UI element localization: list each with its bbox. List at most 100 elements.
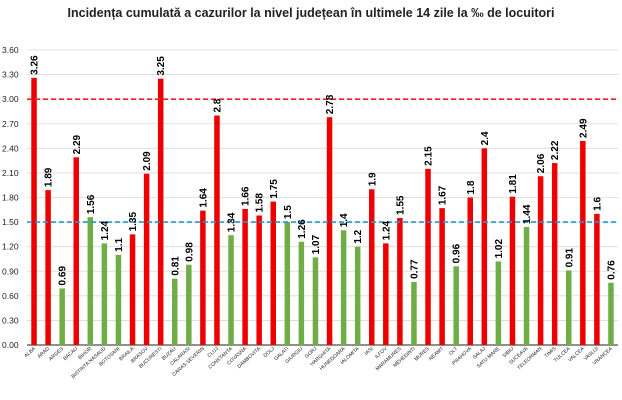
value-label: 1.56 [86,194,97,214]
bar-dambovita [256,215,262,345]
bar-arges [59,288,65,345]
value-label: 1.66 [241,186,252,206]
value-label: 2.29 [72,134,83,154]
bar-arad [45,190,51,345]
y-tick-label: 3.30 [2,70,19,80]
value-label: 1.24 [100,220,111,240]
value-label: 2.15 [424,146,435,166]
bar-calarasi [186,264,192,345]
value-label: 2.49 [578,118,589,138]
bar-timis [551,163,558,345]
bar-ialomita [354,246,361,345]
bar-bistrita-nasaud [101,243,108,345]
gridlines [27,49,618,346]
bar-teleorman [537,176,544,345]
value-label: 2.78 [325,94,336,114]
y-tick-label: 0.00 [2,340,19,350]
value-label: 1.1 [114,238,125,252]
value-label: 1.07 [311,234,322,254]
value-label: 1.75 [269,179,280,199]
y-tick-label: 1.80 [2,193,19,203]
x-tick-label: ALBA [23,346,37,359]
x-tick-label: VALCEA [567,346,586,364]
bar-sibiu [509,196,516,345]
bar-vaslui [594,213,600,345]
value-label: 1.81 [508,174,519,194]
value-label: 2.8 [212,98,223,112]
x-tick-label: OLT [448,346,459,357]
value-label: 1.8 [466,180,477,194]
value-label: 2.22 [550,140,561,160]
value-label: 1.6 [592,197,603,211]
value-label: 3.25 [156,56,167,76]
bar-maramures [397,217,403,345]
bar-dolj [270,201,276,345]
value-label: 0.96 [452,243,463,263]
value-label: 1.02 [494,239,505,259]
y-tick-label: 0.90 [2,266,19,276]
value-label: 1.24 [381,220,392,240]
value-label: 1.5 [283,205,294,219]
value-label: 2.4 [480,131,491,145]
bar-brasov [143,173,150,345]
value-label: 1.2 [353,229,364,243]
value-label: 3.26 [30,55,41,75]
value-label: 1.55 [395,195,406,215]
value-label: 1.9 [367,172,378,186]
value-labels: 3.261.890.692.291.561.241.11.352.093.250… [30,55,618,285]
value-label: 1.34 [227,212,238,232]
value-label: 0.91 [564,248,575,268]
bar-mehedinti [411,281,417,345]
y-tick-label: 2.10 [2,168,19,178]
bar-ilfov [383,243,389,345]
y-tick-label: 1.20 [2,242,19,252]
y-tick-label: 0.60 [2,291,19,301]
value-label: 0.76 [606,260,617,280]
value-label: 1.89 [44,167,55,187]
bar-prahova [467,197,473,345]
bar-botosani [115,254,122,345]
bar-galati [284,222,291,345]
x-tick-label: NEAMT [428,346,445,362]
bar-tulcea [566,270,572,345]
y-tick-label: 0.30 [2,315,19,325]
bar-neamt [439,208,445,345]
bar-salaj [481,148,488,345]
bar-iasi [369,189,375,345]
bar-bihor [87,217,94,345]
value-label: 1.64 [198,188,209,208]
y-axis-ticks: 0.00 0.30 0.60 0.90 1.20 1.50 1.80 2.10 2.40 2.70… [2,45,19,350]
chart-title: Incidența cumulată a cazurilor la nivel … [67,6,555,20]
bar-bucuresti [157,78,164,346]
value-label: 1.58 [255,193,266,213]
bar-bacau [73,157,79,345]
value-label: 1.67 [438,185,449,205]
bar-alba [31,77,37,345]
bar-constanta [228,235,234,345]
bar-cluj [214,115,220,345]
bar-covasna [242,208,248,345]
value-label: 0.77 [409,259,420,279]
value-label: 1.44 [522,204,533,224]
bar-buzau [172,278,178,345]
y-tick-label: 3.60 [2,45,19,55]
bar-giurgiu [298,241,305,345]
value-label: 2.09 [142,151,153,171]
value-label: 1.35 [128,211,139,231]
bar-caras-severin [200,210,206,345]
y-tick-label: 2.40 [2,143,19,153]
value-label: 2.06 [536,153,547,173]
value-label: 0.69 [58,266,69,286]
bar-suceava [523,227,530,345]
bar-mures [425,168,431,345]
threshold-lines [27,98,618,223]
bar-gorj [312,257,319,345]
value-label: 0.98 [184,242,195,262]
bar-hunedoara [340,230,347,345]
bar-braila [129,234,136,345]
x-tick-label: IASI [364,346,375,357]
x-tick-label: ARGES [48,346,66,363]
